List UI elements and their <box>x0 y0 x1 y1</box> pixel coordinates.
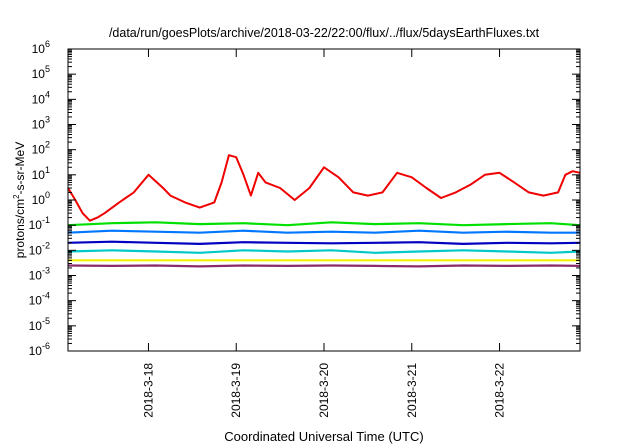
y-tick-label-base: 10 <box>32 92 46 106</box>
y-tick-label-exp: 5 <box>45 64 50 74</box>
y-tick-label-base: 10 <box>32 143 46 157</box>
series-line-3 <box>67 229 580 234</box>
y-tick-label: 10-3 <box>29 266 50 283</box>
y-tick-label-base: 10 <box>32 168 46 182</box>
y-tick-label: 10-2 <box>29 240 50 257</box>
y-tick-label-base: 10 <box>29 218 43 232</box>
y-tick-label: 104 <box>32 89 50 106</box>
y-tick-label-exp: -5 <box>42 316 50 326</box>
y-tick-label-exp: -4 <box>42 291 50 301</box>
y-tick-label: 103 <box>32 115 50 132</box>
series-line-1 <box>67 154 581 222</box>
y-tick-label: 106 <box>32 39 50 56</box>
y-tick-label: 10-4 <box>29 291 50 308</box>
y-tick-label-base: 10 <box>29 294 43 308</box>
y-tick-label: 10-5 <box>29 316 50 333</box>
chart-title: /data/run/goesPlots/archive/2018-03-22/2… <box>109 26 540 40</box>
x-tick-label: 2018-3-22 <box>493 363 507 418</box>
y-tick-label-exp: 6 <box>45 39 50 49</box>
y-tick-label-exp: 2 <box>45 140 50 150</box>
x-tick-label: 2018-3-19 <box>229 363 243 418</box>
y-tick-label-base: 10 <box>29 269 43 283</box>
y-tick-label: 10-1 <box>29 215 50 232</box>
y-axis-label-sup: 2 <box>12 194 21 199</box>
y-tick-label-exp: 4 <box>45 89 50 99</box>
y-tick-label-exp: 3 <box>45 115 50 125</box>
y-tick-label-base: 10 <box>32 118 46 132</box>
x-tick-label: 2018-3-18 <box>141 363 155 418</box>
plot-frame <box>67 48 581 352</box>
y-axis-label: protons/cm2-s-sr-MeV <box>12 142 27 258</box>
series-line-2 <box>67 221 581 227</box>
y-tick-label-exp: -6 <box>42 341 50 351</box>
x-tick-label: 2018-3-20 <box>317 363 331 418</box>
y-tick-label-exp: 0 <box>45 190 50 200</box>
series-layer <box>67 154 581 268</box>
y-tick-label-base: 10 <box>29 319 43 333</box>
series-line-5 <box>67 249 581 254</box>
y-tick-label: 10-6 <box>29 341 50 358</box>
y-axis-label-prefix: protons/cm <box>13 199 27 258</box>
ticks-layer: 10-610-510-410-310-210-11001011021031041… <box>29 39 580 418</box>
y-tick-label: 100 <box>32 190 50 207</box>
y-tick-label-exp: -3 <box>42 266 50 276</box>
y-tick-label-base: 10 <box>32 193 46 207</box>
y-tick-label: 101 <box>32 165 50 182</box>
y-tick-label-exp: 1 <box>45 165 50 175</box>
y-tick-label: 102 <box>32 140 50 157</box>
y-tick-label-base: 10 <box>32 42 46 56</box>
y-tick-label-exp: -1 <box>42 215 50 225</box>
y-tick-label: 105 <box>32 64 50 81</box>
series-line-4 <box>67 240 581 245</box>
y-axis-label-suffix: -s-sr-MeV <box>13 142 27 195</box>
y-tick-label-base: 10 <box>32 67 46 81</box>
y-tick-label-base: 10 <box>29 344 43 358</box>
y-tick-label-exp: -2 <box>42 240 50 250</box>
x-axis-label: Coordinated Universal Time (UTC) <box>224 429 423 444</box>
series-line-7 <box>67 264 581 268</box>
y-tick-label-base: 10 <box>29 243 43 257</box>
x-tick-label: 2018-3-21 <box>405 363 419 418</box>
